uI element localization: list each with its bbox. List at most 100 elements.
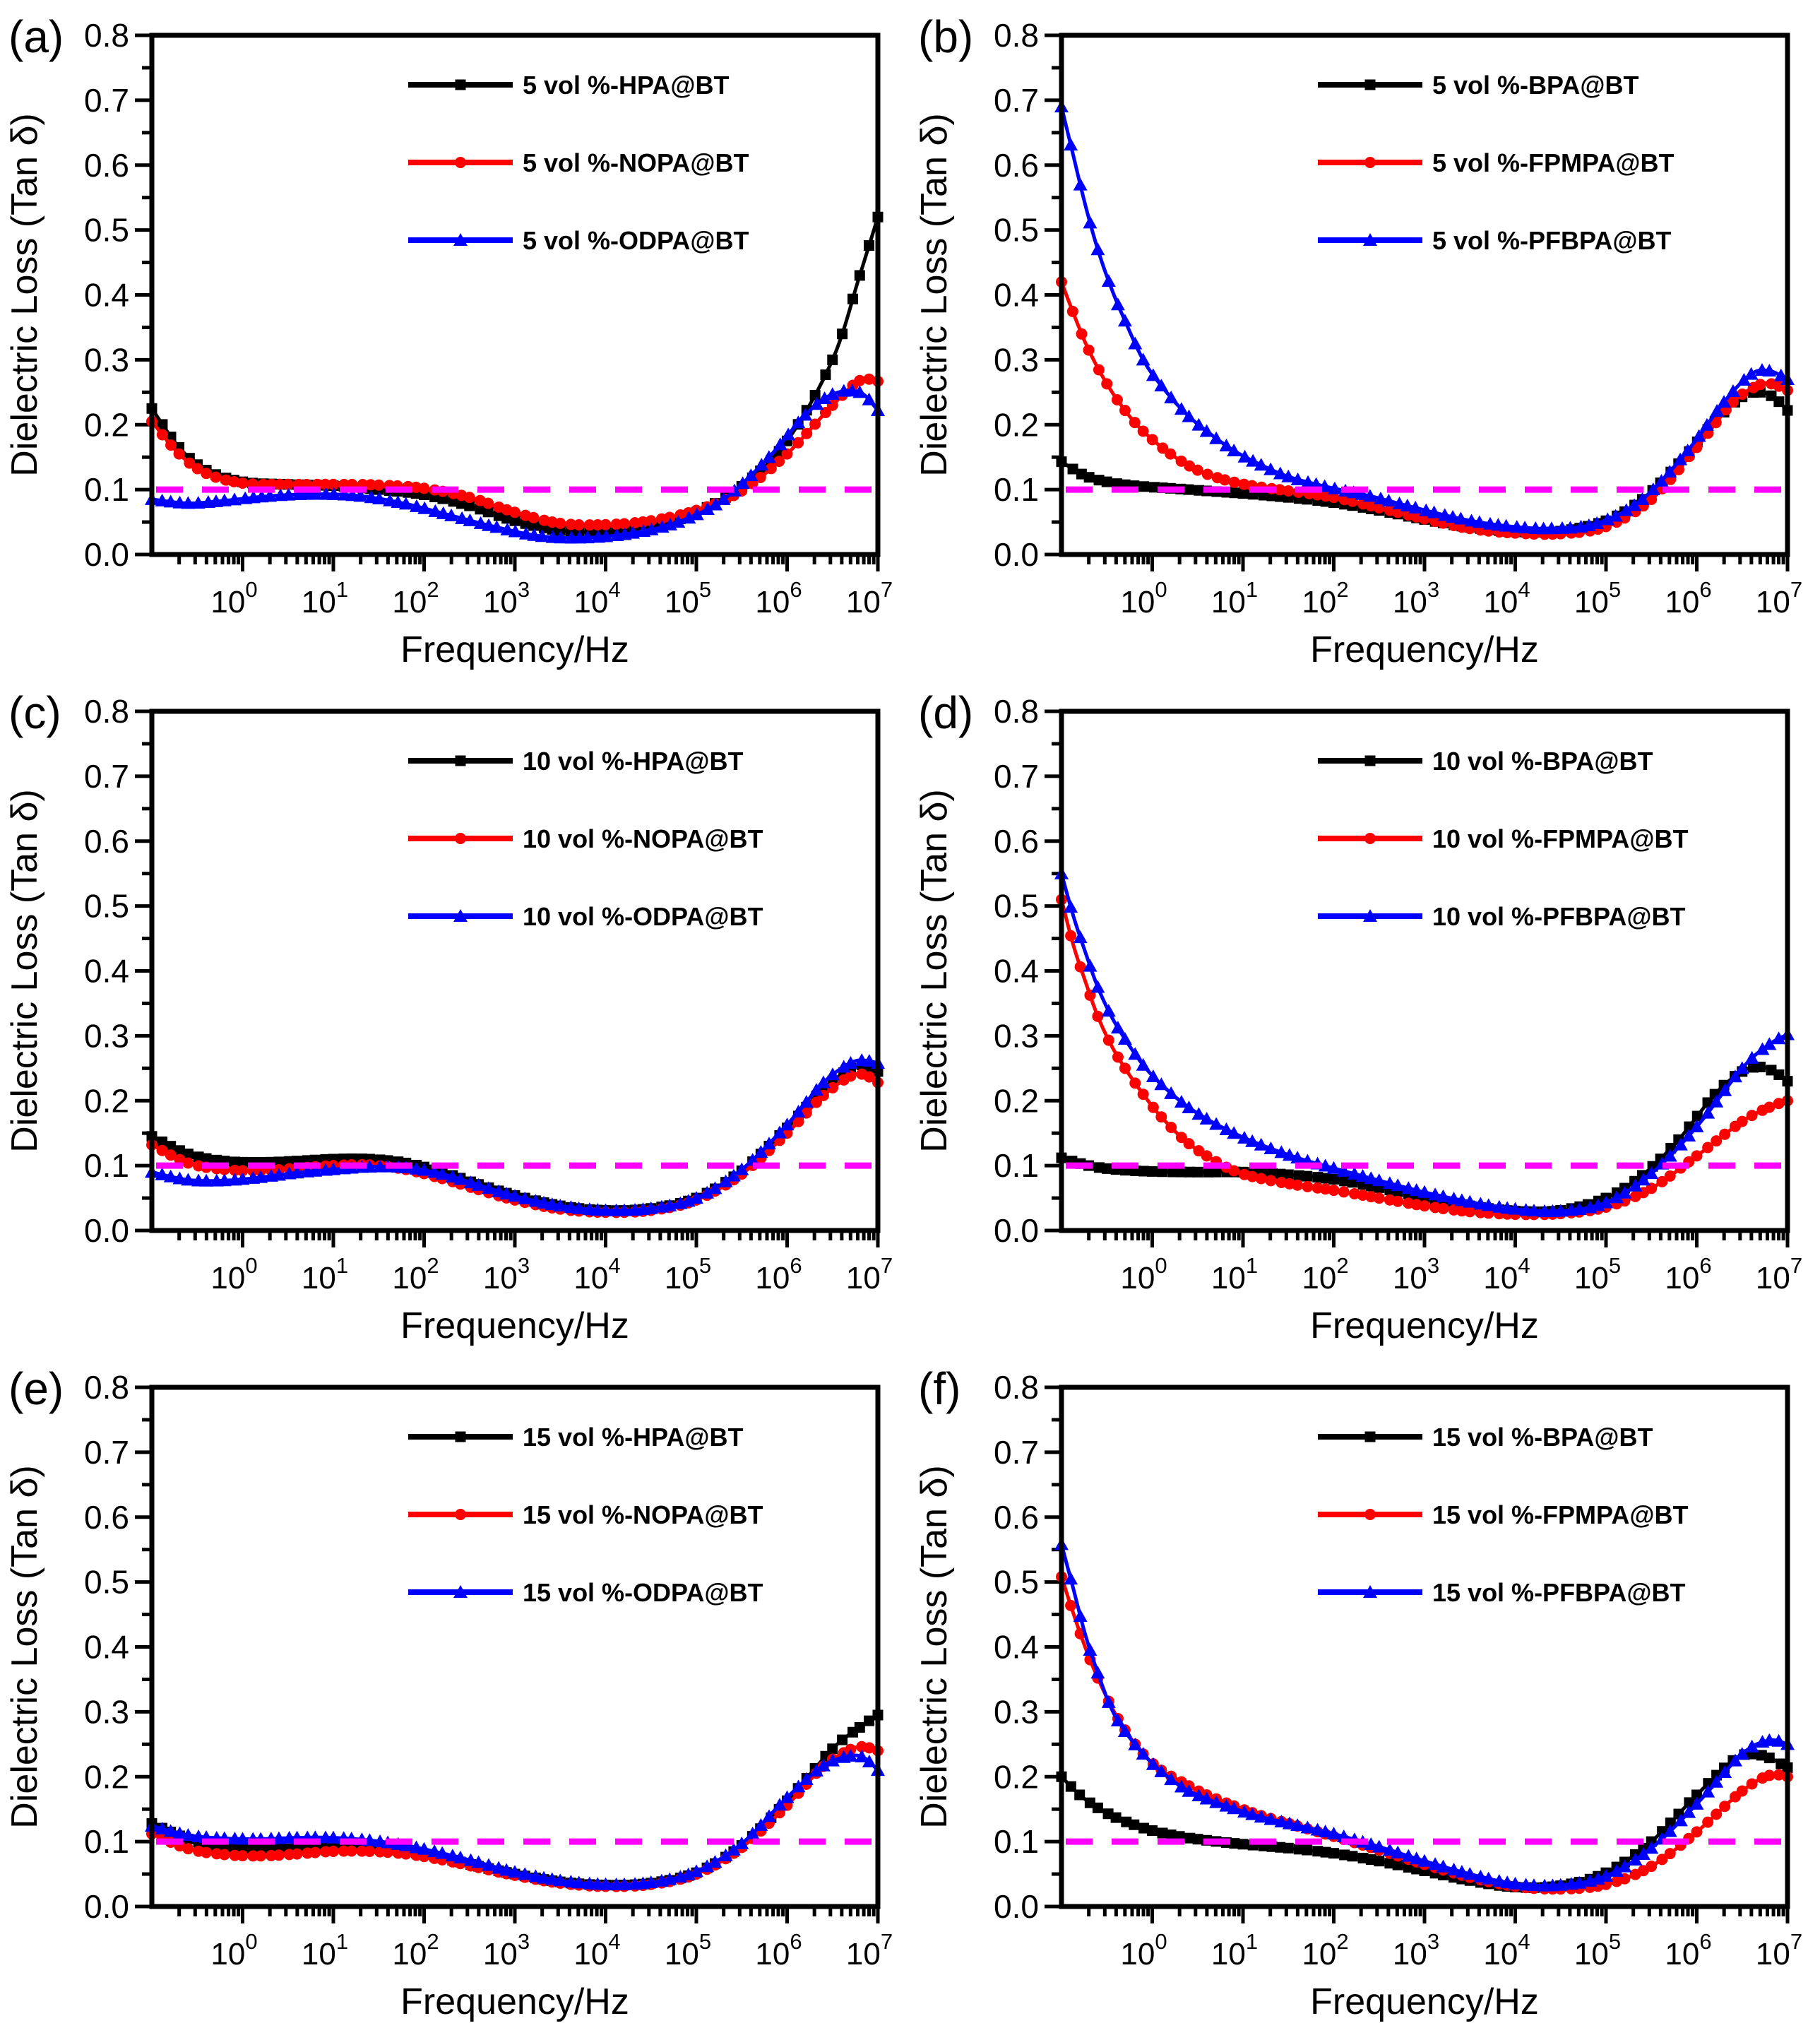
svg-text:104: 104 bbox=[573, 577, 620, 619]
svg-text:0.8: 0.8 bbox=[994, 693, 1039, 730]
svg-text:0.6: 0.6 bbox=[994, 147, 1039, 184]
y-axis-label: Dielectric Loss (Tan δ) bbox=[914, 1465, 955, 1828]
svg-text:0.5: 0.5 bbox=[994, 212, 1039, 249]
svg-text:100: 100 bbox=[210, 1929, 257, 1971]
svg-text:0.4: 0.4 bbox=[84, 953, 129, 990]
x-axis-label: Frequency/Hz bbox=[400, 629, 629, 670]
x-tick-labels: 100 101 102 103 104 105 106 107 bbox=[210, 1253, 893, 1295]
series-15-vol-pfbpa-bt bbox=[1054, 1537, 1795, 1892]
legend-label: 5 vol %-FPMPA@BT bbox=[1432, 148, 1674, 177]
svg-text:0.1: 0.1 bbox=[994, 471, 1039, 508]
svg-text:103: 103 bbox=[1393, 577, 1439, 619]
svg-text:0.8: 0.8 bbox=[84, 17, 129, 54]
svg-text:106: 106 bbox=[755, 1929, 802, 1971]
svg-text:107: 107 bbox=[1756, 1253, 1802, 1295]
svg-text:0.3: 0.3 bbox=[84, 341, 129, 378]
svg-text:103: 103 bbox=[483, 1253, 530, 1295]
svg-text:101: 101 bbox=[1211, 577, 1258, 619]
svg-text:106: 106 bbox=[1665, 1929, 1711, 1971]
series-5-vol-odpa-bt bbox=[145, 384, 885, 544]
legend-label: 10 vol %-PFBPA@BT bbox=[1432, 902, 1686, 931]
series-15-vol-fpmpa-bt bbox=[1056, 1571, 1793, 1895]
svg-text:0.4: 0.4 bbox=[84, 1629, 129, 1666]
x-axis-ticks bbox=[177, 1231, 880, 1247]
series-15-vol-odpa-bt bbox=[145, 1748, 885, 1890]
svg-text:0.7: 0.7 bbox=[994, 82, 1039, 119]
legend-label: 10 vol %-BPA@BT bbox=[1432, 747, 1653, 776]
legend-label: 15 vol %-HPA@BT bbox=[523, 1423, 744, 1452]
svg-text:100: 100 bbox=[210, 1253, 257, 1295]
svg-text:0.4: 0.4 bbox=[84, 277, 129, 314]
svg-text:0.6: 0.6 bbox=[84, 1499, 129, 1536]
panel-letter: (d) bbox=[918, 687, 973, 738]
svg-text:0.5: 0.5 bbox=[994, 888, 1039, 925]
svg-text:0.2: 0.2 bbox=[84, 406, 129, 443]
svg-text:101: 101 bbox=[302, 577, 348, 619]
legend-label: 5 vol %-BPA@BT bbox=[1432, 71, 1638, 100]
svg-text:102: 102 bbox=[392, 1929, 439, 1971]
svg-text:105: 105 bbox=[665, 1253, 711, 1295]
svg-text:0.0: 0.0 bbox=[84, 1888, 129, 1925]
legend-label: 10 vol %-ODPA@BT bbox=[523, 902, 763, 931]
plot-frame bbox=[149, 1384, 881, 1909]
svg-text:105: 105 bbox=[665, 1929, 711, 1971]
svg-text:103: 103 bbox=[483, 577, 530, 619]
legend-label: 5 vol %-NOPA@BT bbox=[523, 148, 749, 177]
svg-text:0.4: 0.4 bbox=[994, 1629, 1039, 1666]
svg-text:101: 101 bbox=[302, 1253, 348, 1295]
plot-frame bbox=[149, 32, 881, 557]
x-axis-label: Frequency/Hz bbox=[1310, 1981, 1539, 2022]
panel-letter: (f) bbox=[918, 1363, 960, 1414]
svg-text:104: 104 bbox=[1483, 577, 1530, 619]
series-5-vol-fpmpa-bt bbox=[1056, 276, 1793, 540]
panel-d-cell: 0.0 0.1 0.2 0.3 0.4 0.5 0.6 0.7 0.8 100 101 102 103 1… bbox=[910, 676, 1820, 1352]
legend-label: 10 vol %-NOPA@BT bbox=[523, 824, 763, 853]
svg-text:0.0: 0.0 bbox=[994, 1212, 1039, 1249]
svg-text:107: 107 bbox=[1756, 577, 1802, 619]
panel-letter: (b) bbox=[918, 11, 973, 62]
panel-f-cell: 0.0 0.1 0.2 0.3 0.4 0.5 0.6 0.7 0.8 100 101 102 103 1… bbox=[910, 1352, 1820, 2028]
svg-text:0.0: 0.0 bbox=[994, 536, 1039, 573]
svg-text:100: 100 bbox=[1120, 1929, 1167, 1971]
legend-label: 5 vol %-ODPA@BT bbox=[523, 226, 749, 255]
svg-text:102: 102 bbox=[392, 577, 439, 619]
svg-text:0.3: 0.3 bbox=[994, 341, 1039, 378]
y-axis-ticks bbox=[135, 709, 152, 1233]
svg-text:104: 104 bbox=[573, 1929, 620, 1971]
y-axis-ticks bbox=[1045, 1385, 1061, 1909]
legend-label: 15 vol %-BPA@BT bbox=[1432, 1423, 1653, 1452]
svg-text:103: 103 bbox=[483, 1929, 530, 1971]
legend-label: 5 vol %-HPA@BT bbox=[523, 71, 729, 100]
svg-text:0.1: 0.1 bbox=[994, 1823, 1039, 1860]
legend-label: 15 vol %-ODPA@BT bbox=[523, 1578, 763, 1607]
y-axis-ticks bbox=[1045, 33, 1061, 557]
svg-text:0.5: 0.5 bbox=[84, 888, 129, 925]
series-15-vol-hpa-bt bbox=[146, 1709, 884, 1891]
svg-text:0.8: 0.8 bbox=[994, 17, 1039, 54]
svg-text:107: 107 bbox=[1756, 1929, 1802, 1971]
y-axis-label: Dielectric Loss (Tan δ) bbox=[4, 113, 45, 476]
x-tick-labels: 100 101 102 103 104 105 106 107 bbox=[1120, 1929, 1802, 1971]
svg-text:105: 105 bbox=[1574, 1253, 1621, 1295]
svg-text:104: 104 bbox=[1483, 1929, 1530, 1971]
svg-text:100: 100 bbox=[1120, 577, 1167, 619]
y-tick-labels: 0.0 0.1 0.2 0.3 0.4 0.5 0.6 0.7 0.8 bbox=[84, 1369, 129, 1925]
panel-letter: (e) bbox=[8, 1363, 64, 1414]
svg-text:0.2: 0.2 bbox=[84, 1082, 129, 1119]
svg-text:100: 100 bbox=[210, 577, 257, 619]
svg-text:103: 103 bbox=[1393, 1929, 1439, 1971]
svg-text:106: 106 bbox=[1665, 577, 1711, 619]
svg-text:104: 104 bbox=[573, 1253, 620, 1295]
svg-text:0.8: 0.8 bbox=[994, 1369, 1039, 1406]
svg-text:0.7: 0.7 bbox=[994, 1434, 1039, 1471]
svg-text:0.5: 0.5 bbox=[84, 1564, 129, 1601]
x-axis-ticks bbox=[1087, 555, 1790, 571]
panel-b-cell: 0.0 0.1 0.2 0.3 0.4 0.5 0.6 0.7 0.8 100 101 102 103 1… bbox=[910, 0, 1820, 676]
svg-text:0.2: 0.2 bbox=[994, 1082, 1039, 1119]
plot-frame bbox=[1059, 1384, 1790, 1909]
x-axis-ticks bbox=[177, 1907, 880, 1923]
y-axis-label: Dielectric Loss (Tan δ) bbox=[914, 113, 955, 476]
svg-text:0.8: 0.8 bbox=[84, 693, 129, 730]
